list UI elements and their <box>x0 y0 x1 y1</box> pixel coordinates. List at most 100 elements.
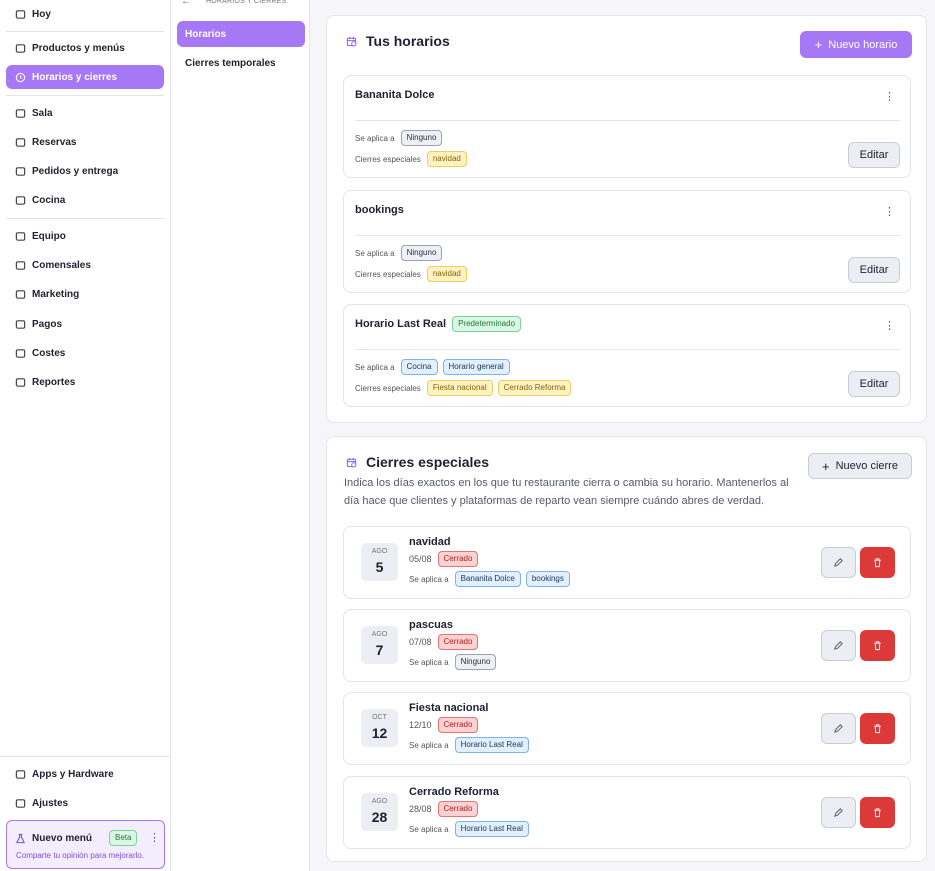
plus: + <box>822 458 830 474</box>
date-day: 7 <box>375 642 384 658</box>
schedules-card: Tus horarios + Nuevo horario Bananita Dolce… <box>326 15 927 423</box>
divider <box>355 235 900 236</box>
icon <box>15 833 26 843</box>
card-title: Tus horarios <box>366 33 450 49</box>
schedule-card: Bananita Dolce ⋮ Se aplica a Ninguno Cierres… <box>343 75 911 178</box>
card-title: Cierres especiales <box>366 454 489 470</box>
badge: Bananita Dolce <box>454 571 521 587</box>
applies-label: Se aplica a <box>355 133 395 143</box>
closure-item: AGO 7 pascuas 07/08 Cerrado Se aplica a Ningun… <box>343 609 911 682</box>
icon <box>874 558 881 568</box>
more-button[interactable]: ⋮ <box>884 91 895 103</box>
icon <box>834 641 843 650</box>
schedule-name: Horario Last Real <box>355 318 447 330</box>
closures-row: Cierres especiales navidad <box>355 266 755 282</box>
date-month: AGO <box>371 631 388 638</box>
icon <box>15 137 26 147</box>
schedule-card: bookings ⋮ Se aplica a Ninguno Cierres espec… <box>343 190 911 293</box>
delete-button[interactable] <box>860 797 895 828</box>
nav-label: Horarios y cierres <box>32 71 118 83</box>
closure-date: 12/10 <box>409 720 432 730</box>
more: ⋮ <box>149 832 160 844</box>
submenu: ← HORARIOS Y CIERRES Horarios Cierres tempo… <box>171 0 310 871</box>
badge: navidad <box>426 266 467 282</box>
date-row: 07/08 Cerrado <box>409 634 709 650</box>
closure-item: AGO 28 Cerrado Reforma 28/08 Cerrado Se aplic… <box>343 776 911 849</box>
icon <box>15 195 26 205</box>
closure-date: 05/08 <box>409 554 432 564</box>
date-row: 28/08 Cerrado <box>409 801 709 817</box>
nav-item[interactable]: Sala <box>6 101 164 125</box>
icon <box>15 319 26 329</box>
badge: Beta <box>109 830 138 846</box>
nav-item[interactable]: Pedidos y entrega <box>6 159 164 183</box>
schedule-name: bookings <box>355 204 404 216</box>
new-menu-title: Nuevo menú <box>32 832 93 844</box>
submenu-item[interactable]: Horarios <box>177 21 305 47</box>
card-description: Indica los días exactos en los que tu re… <box>344 477 789 507</box>
badge: Cerrado <box>437 801 479 817</box>
new-schedule-button[interactable]: + Nuevo horario <box>800 31 912 58</box>
delete-button[interactable] <box>860 713 895 744</box>
nav-item[interactable]: Equipo <box>6 224 164 248</box>
badge: Cerrado <box>437 634 479 650</box>
date-box: OCT 12 <box>361 709 398 747</box>
new-menu[interactable]: Nuevo menú Beta ⋮ Comparte tu opinión para … <box>6 820 165 869</box>
closures-row: Cierres especiales navidad <box>355 151 755 167</box>
nav-item[interactable]: Apps y Hardware <box>6 762 164 786</box>
date-row: 12/10 Cerrado <box>409 717 709 733</box>
button-label: Nuevo cierre <box>835 460 898 472</box>
nav-item[interactable]: Comensales <box>6 253 164 277</box>
nav-item[interactable]: Productos y menús <box>6 36 164 60</box>
edit-button[interactable]: Editar <box>848 257 900 283</box>
nav-item[interactable]: Hoy <box>6 2 164 26</box>
closure-name: pascuas <box>409 619 454 631</box>
applies-row: Se aplica a Cocina Horario general <box>355 359 755 375</box>
nav-item[interactable]: Ajustes <box>6 791 164 815</box>
card-header: Cierres especiales <box>344 453 644 471</box>
nav-item[interactable]: Reservas <box>6 130 164 154</box>
nav-item[interactable]: Pagos <box>6 312 164 336</box>
icon <box>15 72 26 82</box>
date-day: 5 <box>375 559 384 575</box>
icon <box>15 289 26 299</box>
closure-item: OCT 12 Fiesta nacional 12/10 Cerrado Se aplic… <box>343 692 911 765</box>
applies-row: Se aplica a Horario Last Real <box>409 737 809 753</box>
edit-button[interactable]: Editar <box>848 371 900 397</box>
badge: Cerrado <box>437 551 479 567</box>
applies-label: Se aplica a <box>355 362 395 372</box>
badge: Cocina <box>400 359 438 375</box>
closure-name: Fiesta nacional <box>409 702 489 714</box>
nav-label: Ajustes <box>32 797 69 809</box>
nav-item[interactable]: Reportes <box>6 370 164 394</box>
icon <box>346 36 357 46</box>
applies-label: Se aplica a <box>409 824 449 834</box>
more-button[interactable]: ⋮ <box>884 320 895 332</box>
badge: bookings <box>525 571 570 587</box>
date-day: 12 <box>371 725 388 741</box>
nav-item[interactable]: Costes <box>6 341 164 365</box>
closures-row: Cierres especiales Fiesta nacional Cerrado… <box>355 380 755 396</box>
edit-button[interactable] <box>821 797 856 828</box>
nav-item[interactable]: Cocina <box>6 188 164 212</box>
date-day: 28 <box>371 809 388 825</box>
more-button[interactable]: ⋮ <box>884 206 895 218</box>
schedule-name: Bananita Dolce <box>355 89 435 101</box>
nav-item[interactable]: Horarios y cierres <box>6 65 164 89</box>
nav-item[interactable]: Marketing <box>6 282 164 306</box>
edit-button[interactable] <box>821 547 856 578</box>
divider <box>355 349 900 350</box>
closures-label: Cierres especiales <box>355 269 421 279</box>
submenu-item[interactable]: Cierres temporales <box>185 58 276 69</box>
nav-label: Marketing <box>32 288 80 300</box>
delete-button[interactable] <box>860 630 895 661</box>
edit-button[interactable] <box>821 713 856 744</box>
edit-button[interactable]: Editar <box>848 142 900 168</box>
date-box: AGO 7 <box>361 626 398 664</box>
edit-button[interactable] <box>821 630 856 661</box>
new-closure-button[interactable]: + Nuevo cierre <box>808 453 912 479</box>
delete-button[interactable] <box>860 547 895 578</box>
closures-label: Cierres especiales <box>355 154 421 164</box>
nav-label: Cocina <box>32 194 66 206</box>
schedule-card: Horario Last Real Predeterminado ⋮ Se aplic… <box>343 304 911 407</box>
